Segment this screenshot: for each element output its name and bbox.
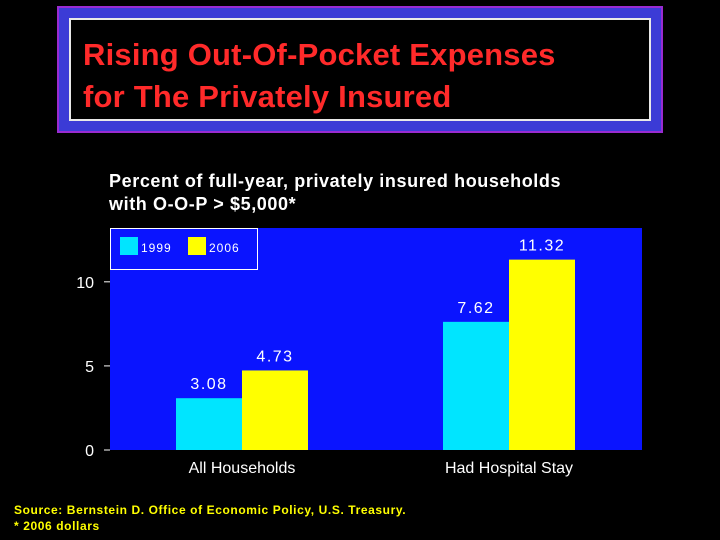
legend-label: 1999 <box>141 241 172 255</box>
y-tick-label: 10 <box>76 275 94 292</box>
footnote: * 2006 dollars <box>14 519 100 533</box>
legend-label: 2006 <box>209 241 240 255</box>
data-label: 3.08 <box>190 376 227 393</box>
bar-1999 <box>443 321 509 450</box>
x-category-label: All Households <box>189 460 296 477</box>
bar-1999 <box>176 398 242 450</box>
y-tick-label: 0 <box>85 443 94 460</box>
legend-swatch-1999 <box>120 237 138 255</box>
subtitle-line-2: with O-O-P > $5,000* <box>109 194 297 214</box>
footer: Source: Bernstein D. Office of Economic … <box>14 502 406 534</box>
data-label: 11.32 <box>519 238 565 255</box>
data-label: 4.73 <box>256 348 293 365</box>
subtitle-line-1: Percent of full-year, privately insured … <box>109 171 562 191</box>
data-label: 7.62 <box>457 300 494 317</box>
bar-2006 <box>509 259 575 450</box>
title-box: Rising Out-Of-Pocket Expenses for The Pr… <box>69 18 651 121</box>
legend-swatch-2006 <box>188 237 206 255</box>
x-category-label: Had Hospital Stay <box>445 460 573 477</box>
bar-2006 <box>242 370 308 450</box>
title-frame: Rising Out-Of-Pocket Expenses for The Pr… <box>57 6 663 133</box>
chart-subtitle: Percent of full-year, privately insured … <box>109 170 561 216</box>
title-line-1: Rising Out-Of-Pocket Expenses <box>83 37 556 72</box>
y-tick-label: 5 <box>85 359 94 376</box>
title-line-2: for The Privately Insured <box>83 79 452 114</box>
source-note: Source: Bernstein D. Office of Economic … <box>14 503 407 517</box>
